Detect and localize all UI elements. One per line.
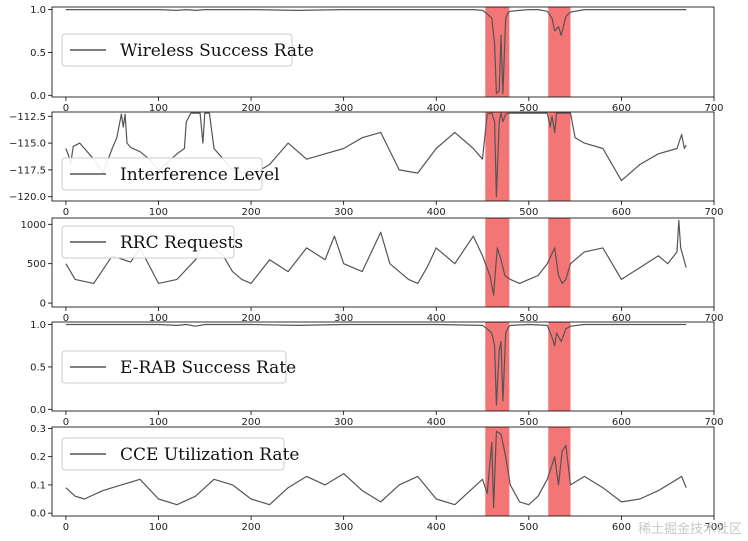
axes-frame bbox=[51, 321, 715, 412]
panel-interference-level: 0 100 200 300 400 500 600 700 −120.0 −117.5 −115.0… bbox=[9, 111, 724, 218]
x-tick-label: 300 bbox=[334, 522, 353, 533]
x-tick-label: 600 bbox=[612, 207, 631, 218]
axes-frame bbox=[51, 6, 715, 98]
x-tick-label: 100 bbox=[149, 522, 168, 533]
x-tick-label: 100 bbox=[149, 207, 168, 218]
x-tick-label: 700 bbox=[704, 313, 723, 324]
y-tick-label: 1.0 bbox=[30, 5, 46, 16]
x-tick-label: 100 bbox=[149, 103, 168, 114]
x-tick-label: 100 bbox=[149, 313, 168, 324]
y-tick-label: 0.0 bbox=[30, 405, 46, 416]
x-tick-label: 400 bbox=[427, 207, 446, 218]
y-tick-label: −120.0 bbox=[9, 192, 46, 203]
legend-label: E-RAB Success Rate bbox=[120, 358, 296, 378]
x-tick-label: 300 bbox=[334, 417, 353, 428]
x-tick-label: 600 bbox=[612, 103, 631, 114]
series-line bbox=[65, 112, 687, 198]
legend-label: CCE Utilization Rate bbox=[120, 445, 299, 465]
anomaly-band-2 bbox=[548, 112, 571, 201]
panel-cce-utilization-rate: 0 100 200 300 400 500 600 700 0.0 0.1 0.2 0.3 CCE Ut… bbox=[30, 424, 723, 533]
y-tick-label: 0.3 bbox=[30, 424, 46, 435]
x-tick-label: 200 bbox=[242, 313, 261, 324]
x-tick-label: 300 bbox=[334, 207, 353, 218]
x-tick-label: 700 bbox=[704, 207, 723, 218]
x-tick-label: 400 bbox=[427, 103, 446, 114]
panel-erab-success-rate: 0 100 200 300 400 500 600 700 0.0 0.5 1.0 E-RAB Suc… bbox=[30, 320, 723, 428]
legend-label: Wireless Success Rate bbox=[120, 41, 314, 61]
y-tick-label: 0.0 bbox=[30, 91, 46, 102]
x-tick-label: 500 bbox=[519, 417, 538, 428]
panel-rrc-requests: 0 100 200 300 400 500 600 700 0 500 1000 RRC Reques… bbox=[21, 217, 724, 324]
x-tick-label: 200 bbox=[242, 522, 261, 533]
x-tick-label: 0 bbox=[63, 522, 69, 533]
x-tick-label: 100 bbox=[149, 417, 168, 428]
x-tick-label: 400 bbox=[427, 417, 446, 428]
anomaly-band-1 bbox=[485, 218, 510, 307]
x-tick-label: 600 bbox=[612, 417, 631, 428]
y-tick-label: 1000 bbox=[21, 220, 46, 231]
x-tick-label: 400 bbox=[427, 522, 446, 533]
anomaly-band-2 bbox=[548, 218, 571, 307]
y-tick-label: −117.5 bbox=[9, 165, 46, 176]
x-tick-label: 0 bbox=[63, 313, 69, 324]
x-tick-label: 500 bbox=[519, 103, 538, 114]
x-tick-label: 200 bbox=[242, 207, 261, 218]
x-tick-label: 700 bbox=[704, 417, 723, 428]
axes-frame bbox=[51, 426, 715, 517]
legend-label: Interference Level bbox=[120, 165, 280, 185]
x-tick-label: 0 bbox=[63, 417, 69, 428]
x-tick-label: 0 bbox=[63, 103, 69, 114]
y-tick-label: 1.0 bbox=[30, 320, 46, 331]
x-tick-label: 700 bbox=[704, 522, 723, 533]
panel-wireless-success-rate: 0 100 200 300 400 500 600 700 0.0 0.5 1.0 Wireless … bbox=[30, 5, 723, 114]
y-tick-label: 0 bbox=[40, 299, 46, 310]
y-tick-label: 0.5 bbox=[30, 48, 46, 59]
y-tick-label: 500 bbox=[27, 259, 46, 270]
y-tick-label: −115.0 bbox=[9, 139, 46, 150]
series-line bbox=[65, 9, 687, 95]
y-tick-label: 0.1 bbox=[30, 480, 46, 491]
x-tick-label: 500 bbox=[519, 313, 538, 324]
x-tick-label: 500 bbox=[519, 207, 538, 218]
legend-box bbox=[61, 33, 293, 67]
watermark-text: 稀土掘金技术社区 bbox=[637, 522, 742, 537]
x-tick-label: 700 bbox=[704, 103, 723, 114]
y-tick-label: −112.5 bbox=[9, 112, 46, 123]
axes-frame bbox=[51, 111, 715, 202]
x-tick-label: 400 bbox=[427, 313, 446, 324]
legend-box bbox=[61, 437, 285, 471]
x-tick-label: 200 bbox=[242, 103, 261, 114]
series-line bbox=[65, 430, 687, 509]
series-line bbox=[65, 323, 687, 406]
x-tick-label: 200 bbox=[242, 417, 261, 428]
y-tick-label: 0.5 bbox=[30, 362, 46, 373]
x-tick-label: 0 bbox=[63, 207, 69, 218]
x-tick-label: 300 bbox=[334, 103, 353, 114]
x-tick-label: 600 bbox=[612, 522, 631, 533]
anomaly-band-2 bbox=[548, 7, 571, 97]
legend-box bbox=[61, 225, 235, 259]
y-tick-label: 0.2 bbox=[30, 452, 46, 463]
x-tick-label: 300 bbox=[334, 313, 353, 324]
axes-frame bbox=[51, 217, 715, 308]
legend-box bbox=[61, 350, 287, 384]
x-tick-label: 600 bbox=[612, 313, 631, 324]
x-tick-label: 500 bbox=[519, 522, 538, 533]
legend-box bbox=[61, 157, 263, 191]
y-tick-label: 0.0 bbox=[30, 509, 46, 520]
legend-label: RRC Requests bbox=[120, 233, 243, 253]
